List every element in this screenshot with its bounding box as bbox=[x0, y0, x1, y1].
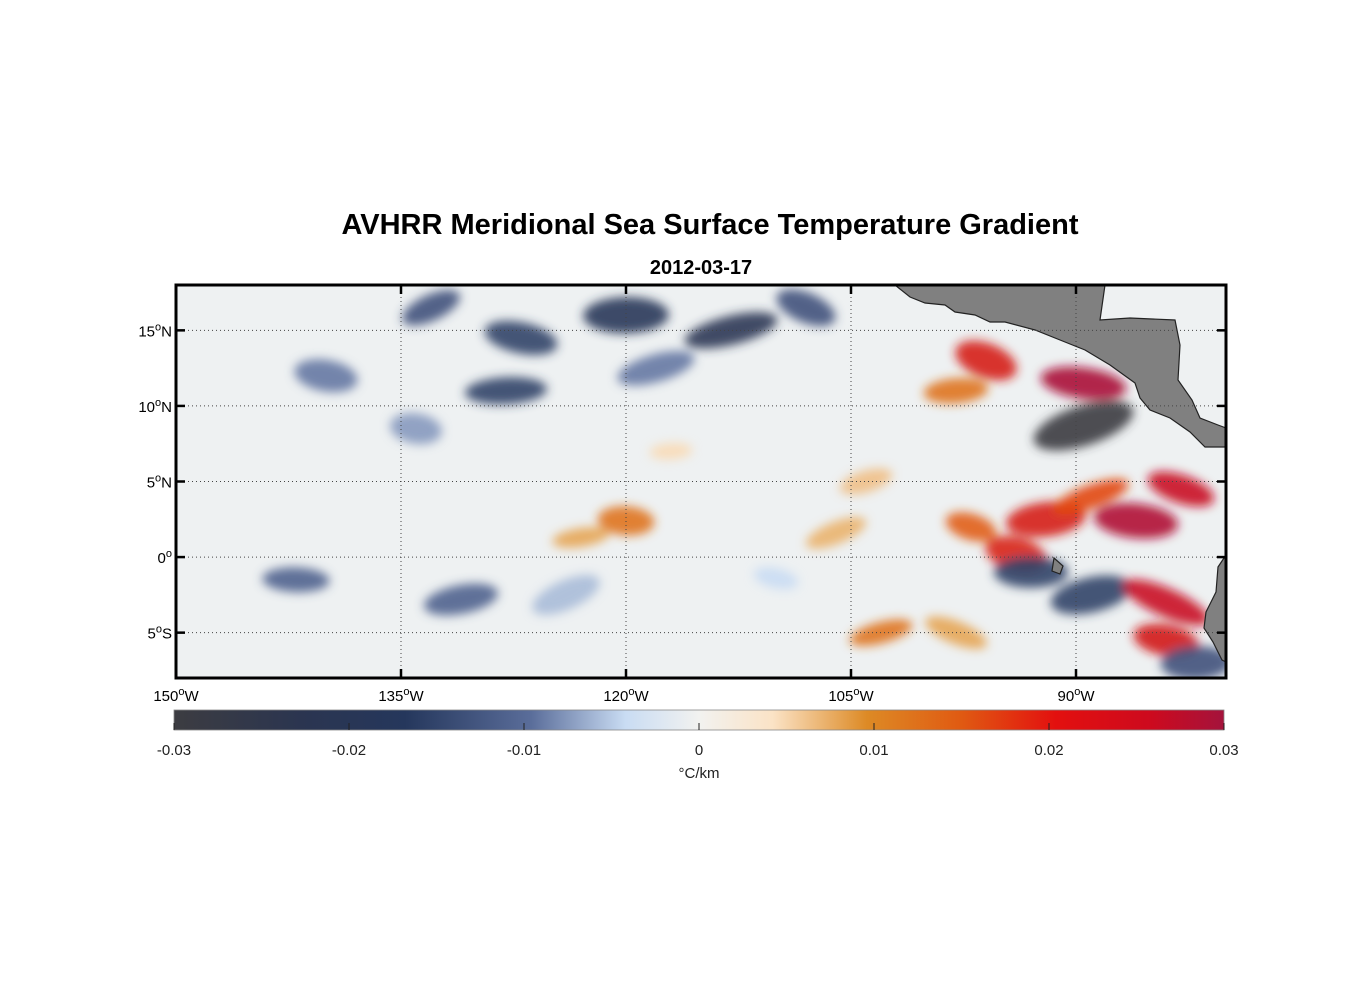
latitude-labels: 15oN 10oN 5oN 0o 5oS bbox=[138, 321, 172, 642]
gradient-feature bbox=[1053, 479, 1129, 515]
land-galapagos bbox=[1051, 556, 1064, 575]
map-gridlines bbox=[176, 285, 1226, 678]
gradient-feature bbox=[1050, 575, 1132, 615]
lat-label: 10oN bbox=[138, 397, 172, 416]
gradient-feature bbox=[464, 377, 548, 405]
land-mask bbox=[894, 285, 1226, 663]
colorbar-tick-label: -0.01 bbox=[507, 742, 541, 759]
lat-label: 5oS bbox=[148, 624, 172, 643]
lat-label: 15oN bbox=[138, 321, 172, 340]
gradient-feature bbox=[1147, 471, 1215, 507]
lat-label: 5oN bbox=[147, 473, 172, 492]
lon-label: 150oW bbox=[153, 686, 199, 705]
chart-title: AVHRR Meridional Sea Surface Temperature… bbox=[341, 209, 1078, 241]
lon-label: 105oW bbox=[828, 686, 874, 705]
map-frame bbox=[174, 283, 1228, 680]
gradient-feature bbox=[597, 506, 655, 536]
gradient-feature bbox=[294, 359, 358, 393]
gradient-feature bbox=[484, 320, 558, 355]
colorbar: -0.03 -0.02 -0.01 0 0.01 0.02 0.03 °C/km bbox=[157, 709, 1239, 782]
gradient-feature bbox=[390, 413, 442, 445]
gradient-feature bbox=[684, 312, 778, 349]
chart-subtitle: 2012-03-17 bbox=[650, 257, 752, 279]
gradient-feature bbox=[923, 377, 989, 404]
gradient-feature bbox=[552, 527, 610, 548]
gradient-feature bbox=[1040, 366, 1127, 400]
colorbar-tick-label: 0 bbox=[695, 742, 703, 759]
gradient-feature bbox=[776, 289, 836, 327]
lat-label: 0o bbox=[158, 548, 172, 567]
gradient-feature bbox=[839, 468, 893, 495]
colorbar-label: °C/km bbox=[679, 765, 720, 782]
colorbar-tick-label: 0.02 bbox=[1034, 742, 1063, 759]
colorbar-tick-label: -0.02 bbox=[332, 742, 366, 759]
lon-label: 120oW bbox=[603, 686, 649, 705]
longitude-labels: 150oW 135oW 120oW 105oW 90oW bbox=[153, 686, 1095, 705]
colorbar-ticks: -0.03 -0.02 -0.01 0 0.01 0.02 0.03 bbox=[157, 723, 1239, 759]
gradient-feature bbox=[945, 512, 997, 542]
lon-label: 90oW bbox=[1058, 686, 1096, 705]
gradient-feature bbox=[1093, 502, 1179, 539]
gradient-feature bbox=[617, 350, 695, 386]
gradient-feature bbox=[423, 583, 499, 616]
colorbar-tick-label: 0.01 bbox=[859, 742, 888, 759]
land-central-america bbox=[894, 285, 1226, 448]
map-tick-marks bbox=[174, 285, 1226, 678]
gradient-feature bbox=[262, 567, 330, 593]
gradient-feature bbox=[1033, 400, 1134, 451]
gradient-feature bbox=[993, 556, 1069, 588]
gradient-feature bbox=[1122, 579, 1210, 626]
colorbar-tick-label: -0.03 bbox=[157, 742, 191, 759]
gradient-feature bbox=[955, 340, 1017, 381]
map-plot-area bbox=[174, 283, 1228, 680]
gradient-feature bbox=[805, 517, 867, 549]
sst-gradient-field bbox=[262, 289, 1226, 678]
gradient-feature bbox=[402, 289, 460, 326]
gradient-feature bbox=[583, 297, 669, 334]
colorbar-tick-label: 0.03 bbox=[1209, 742, 1238, 759]
gradient-feature bbox=[1160, 645, 1226, 678]
gradient-feature bbox=[649, 442, 693, 460]
lon-label: 135oW bbox=[378, 686, 424, 705]
gradient-feature bbox=[753, 567, 799, 590]
gradient-feature bbox=[532, 574, 600, 615]
